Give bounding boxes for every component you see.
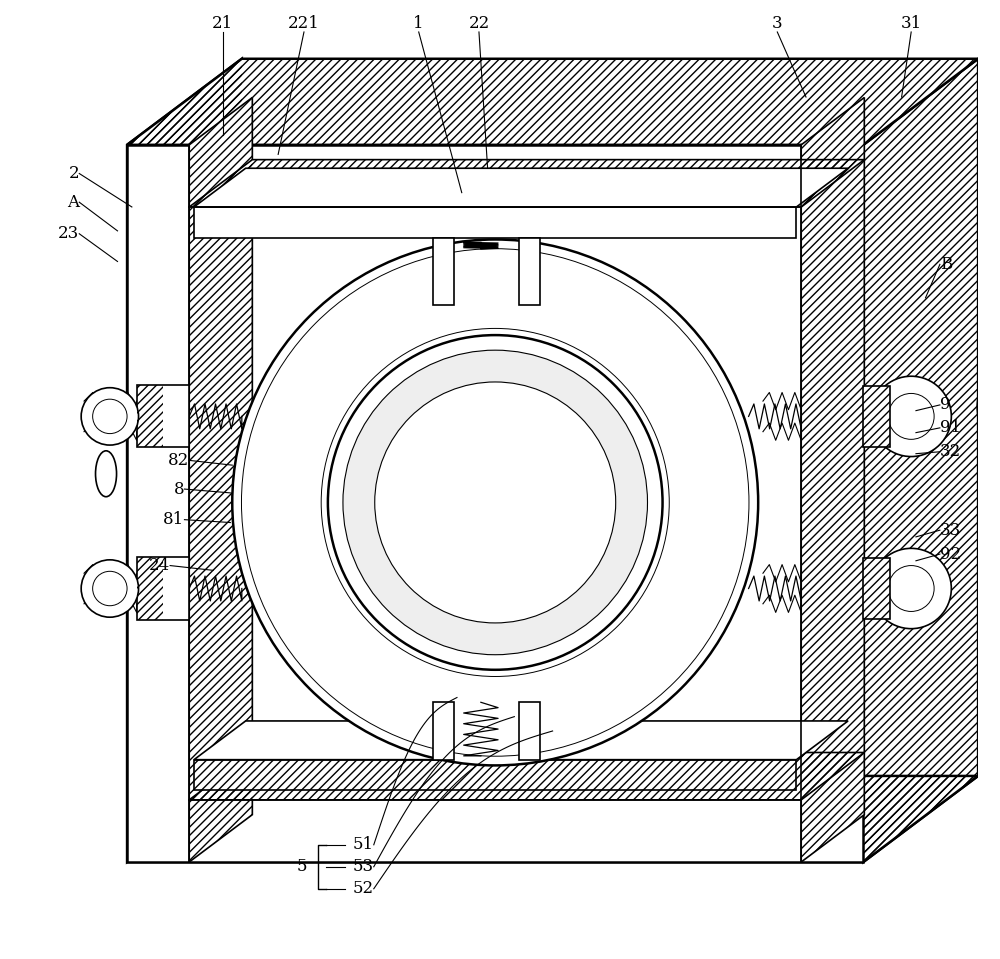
Circle shape bbox=[93, 399, 127, 433]
Bar bbox=[433, 238, 454, 305]
Polygon shape bbox=[194, 168, 848, 207]
Bar bbox=[519, 702, 540, 760]
Text: A: A bbox=[67, 194, 79, 211]
Text: 9: 9 bbox=[940, 396, 950, 413]
Bar bbox=[863, 386, 890, 447]
Text: 92: 92 bbox=[940, 546, 961, 563]
Bar bbox=[137, 557, 163, 620]
Text: 2: 2 bbox=[69, 165, 79, 182]
Polygon shape bbox=[863, 58, 978, 862]
Text: 3: 3 bbox=[772, 15, 783, 32]
Text: 1: 1 bbox=[413, 15, 424, 32]
Text: 33: 33 bbox=[940, 522, 961, 539]
Bar bbox=[137, 557, 189, 620]
Polygon shape bbox=[127, 58, 978, 145]
Text: 91: 91 bbox=[940, 419, 961, 436]
Text: 31: 31 bbox=[901, 15, 922, 32]
Circle shape bbox=[328, 335, 663, 669]
Circle shape bbox=[871, 376, 951, 456]
Bar bbox=[194, 207, 796, 238]
Polygon shape bbox=[127, 58, 242, 862]
Polygon shape bbox=[801, 98, 864, 862]
Polygon shape bbox=[127, 776, 978, 862]
Text: 8: 8 bbox=[174, 480, 184, 498]
Polygon shape bbox=[189, 159, 864, 207]
Bar bbox=[519, 238, 540, 305]
Text: 221: 221 bbox=[288, 15, 320, 32]
Text: 23: 23 bbox=[58, 225, 79, 243]
Polygon shape bbox=[194, 760, 796, 790]
Bar bbox=[137, 386, 189, 448]
Ellipse shape bbox=[977, 384, 998, 430]
Bar bbox=[137, 386, 163, 448]
Circle shape bbox=[888, 393, 934, 439]
Text: 22: 22 bbox=[468, 15, 490, 32]
Text: 82: 82 bbox=[168, 452, 189, 469]
Circle shape bbox=[93, 572, 127, 606]
Bar bbox=[863, 386, 890, 447]
Polygon shape bbox=[189, 753, 864, 800]
Circle shape bbox=[232, 240, 758, 765]
Polygon shape bbox=[189, 98, 252, 862]
Text: B: B bbox=[940, 256, 952, 273]
Text: 5: 5 bbox=[296, 858, 307, 876]
Circle shape bbox=[871, 549, 951, 629]
Circle shape bbox=[81, 387, 139, 445]
Text: 51: 51 bbox=[353, 836, 374, 854]
Bar bbox=[863, 558, 890, 620]
Text: 24: 24 bbox=[149, 557, 170, 574]
Text: 32: 32 bbox=[940, 443, 961, 460]
Bar bbox=[433, 702, 454, 760]
Bar bbox=[127, 145, 863, 862]
Circle shape bbox=[81, 560, 139, 618]
Text: 52: 52 bbox=[353, 880, 374, 898]
Ellipse shape bbox=[96, 451, 117, 497]
Circle shape bbox=[375, 382, 616, 623]
Text: 53: 53 bbox=[353, 858, 374, 876]
Text: 81: 81 bbox=[163, 511, 184, 528]
Text: 21: 21 bbox=[212, 15, 233, 32]
Circle shape bbox=[343, 350, 647, 655]
Polygon shape bbox=[194, 721, 848, 760]
Circle shape bbox=[888, 566, 934, 612]
Bar bbox=[863, 558, 890, 620]
